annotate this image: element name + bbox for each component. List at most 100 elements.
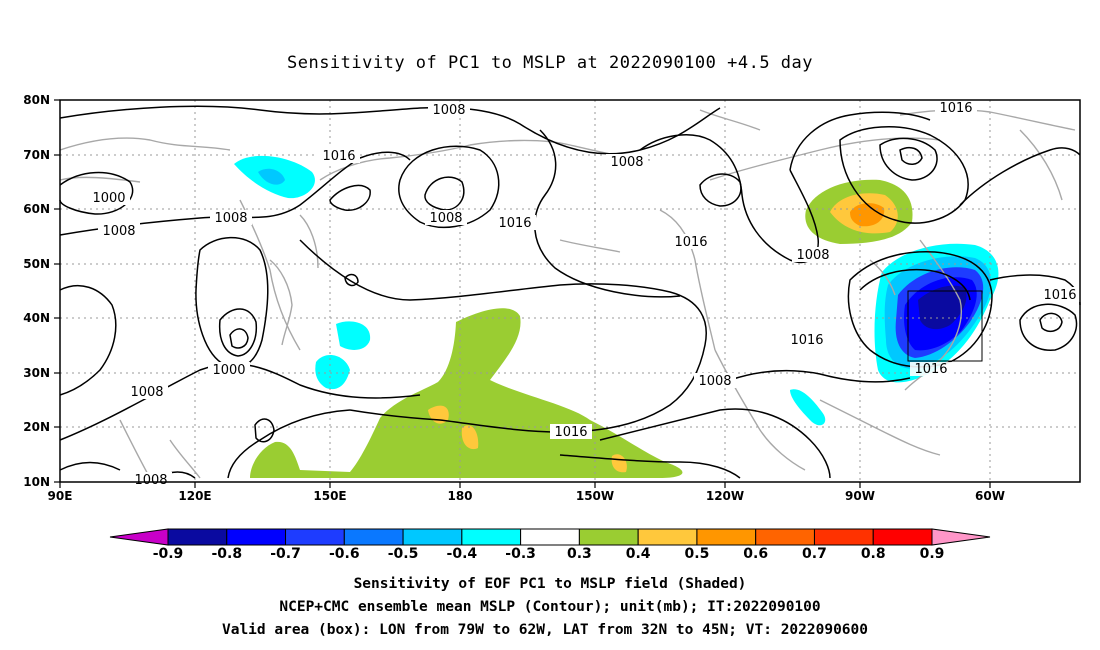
map-panel: 1008 1016 1000 1008 1008 1008 1016 1008 … [59, 99, 1082, 488]
colorbar-cell [637, 528, 698, 546]
lat-label: 70N [23, 148, 50, 162]
contour-label: 1008 [606, 154, 648, 170]
svg-text:1016: 1016 [322, 149, 355, 164]
contour-label: 1016 [910, 362, 952, 377]
contour-label: 1016 [494, 215, 536, 231]
svg-text:1016: 1016 [554, 425, 587, 440]
contour-label: 1016 [670, 234, 712, 250]
contour-label: 1000 [88, 190, 130, 206]
colorbar-cell [167, 528, 228, 546]
svg-text:1008: 1008 [432, 103, 465, 118]
lon-axis: 90E 120E 150E 180 150W 120W 90W 60W [48, 482, 1005, 503]
contour-label: 1008 [210, 210, 252, 226]
caption-line2: NCEP+CMC ensemble mean MSLP (Contour); u… [279, 599, 820, 615]
svg-text:1016: 1016 [939, 101, 972, 116]
caption-line3: Valid area (box): LON from 79W to 62W, L… [222, 622, 868, 638]
contour-label: 1016 [935, 100, 977, 116]
colorbar-label: -0.5 [388, 546, 419, 562]
lat-label: 30N [23, 366, 50, 380]
lon-label: 150E [313, 489, 346, 503]
svg-text:1008: 1008 [429, 211, 462, 226]
svg-text:1008: 1008 [102, 224, 135, 239]
colorbar-left-tip [109, 528, 169, 546]
contour-label: 1008 [428, 102, 470, 118]
lon-label: 180 [447, 489, 472, 503]
lat-label: 60N [23, 202, 50, 216]
lon-label: 90W [845, 489, 875, 503]
colorbar-cell [755, 528, 815, 546]
colorbar-cell [696, 528, 757, 546]
svg-text:1008: 1008 [134, 473, 167, 488]
lat-label: 80N [23, 93, 50, 107]
svg-text:1008: 1008 [796, 248, 829, 263]
lon-label: 60W [975, 489, 1005, 503]
contour-label: 1016 [1040, 287, 1082, 303]
colorbar-cell [520, 528, 580, 546]
contour-label: 1008 [792, 247, 834, 263]
colorbar: -0.9 -0.8 -0.7 -0.6 -0.5 -0.4 -0.3 0.3 0.4 0.5 0.6… [109, 528, 991, 562]
svg-text:1008: 1008 [214, 211, 247, 226]
contour-label: 1008 [694, 373, 736, 389]
colorbar-cell [813, 528, 874, 546]
svg-text:1016: 1016 [790, 333, 823, 348]
colorbar-label: 0.5 [685, 546, 710, 562]
colorbar-label: 0.3 [567, 546, 592, 562]
contour-label: 1016 [550, 424, 592, 440]
colorbar-cell [343, 528, 404, 546]
colorbar-cell [461, 528, 522, 546]
shade-cyan-japan-east [336, 321, 371, 350]
colorbar-label: 0.8 [861, 546, 886, 562]
colorbar-label: -0.6 [329, 546, 360, 562]
contour-label: 1008 [126, 384, 168, 400]
colorbar-label: -0.7 [270, 546, 301, 562]
colorbar-label: 0.7 [802, 546, 827, 562]
lat-label: 50N [23, 257, 50, 271]
contour-label: 1016 [786, 332, 828, 348]
colorbar-cell [402, 528, 463, 546]
svg-text:1008: 1008 [610, 155, 643, 170]
lon-label: 150W [576, 489, 614, 503]
colorbar-label: -0.9 [153, 546, 184, 562]
colorbar-label: 0.4 [626, 546, 651, 562]
svg-text:1000: 1000 [92, 191, 125, 206]
colorbar-label: 0.9 [920, 546, 945, 562]
lon-label: 120W [706, 489, 744, 503]
colorbar-cell [872, 528, 933, 546]
colorbar-label: 0.6 [743, 546, 768, 562]
colorbar-right-tip [931, 528, 991, 546]
shade-yellow-central-pacific [428, 405, 627, 473]
contour-label: 1016 [318, 148, 360, 164]
svg-text:1000: 1000 [212, 363, 245, 378]
lat-axis: 80N 70N 60N 50N 40N 30N 20N 10N [23, 93, 60, 489]
colorbar-cell [226, 528, 287, 546]
lon-label: 120E [178, 489, 211, 503]
shade-cyan-caribbean [790, 389, 826, 426]
lat-label: 40N [23, 311, 50, 325]
svg-text:1008: 1008 [130, 385, 163, 400]
lat-label: 20N [23, 420, 50, 434]
colorbar-label: -0.8 [211, 546, 242, 562]
shade-blue-west-pacific [258, 168, 285, 185]
shade-cyan-sub-japan [315, 355, 350, 390]
valid-area-box [907, 290, 983, 362]
map-title: Sensitivity of PC1 to MSLP at 2022090100… [287, 53, 813, 73]
map-frame [59, 99, 1081, 483]
colorbar-label: -0.4 [447, 546, 478, 562]
contour-label: 1008 [130, 472, 172, 488]
colorbar-label: -0.3 [505, 546, 536, 562]
caption-line1: Sensitivity of EOF PC1 to MSLP field (Sh… [354, 576, 747, 592]
svg-text:1016: 1016 [498, 216, 531, 231]
svg-text:1016: 1016 [1043, 288, 1076, 303]
colorbar-cell [285, 528, 345, 546]
svg-text:1016: 1016 [674, 235, 707, 250]
colorbar-cell [578, 528, 639, 546]
contour-label: 1000 [208, 362, 250, 378]
contour-label: 1008 [98, 223, 140, 239]
lon-label: 90E [48, 489, 73, 503]
svg-text:1008: 1008 [698, 374, 731, 389]
svg-text:1016: 1016 [914, 362, 947, 377]
contour-label: 1008 [425, 210, 467, 226]
lat-label: 10N [23, 475, 50, 489]
